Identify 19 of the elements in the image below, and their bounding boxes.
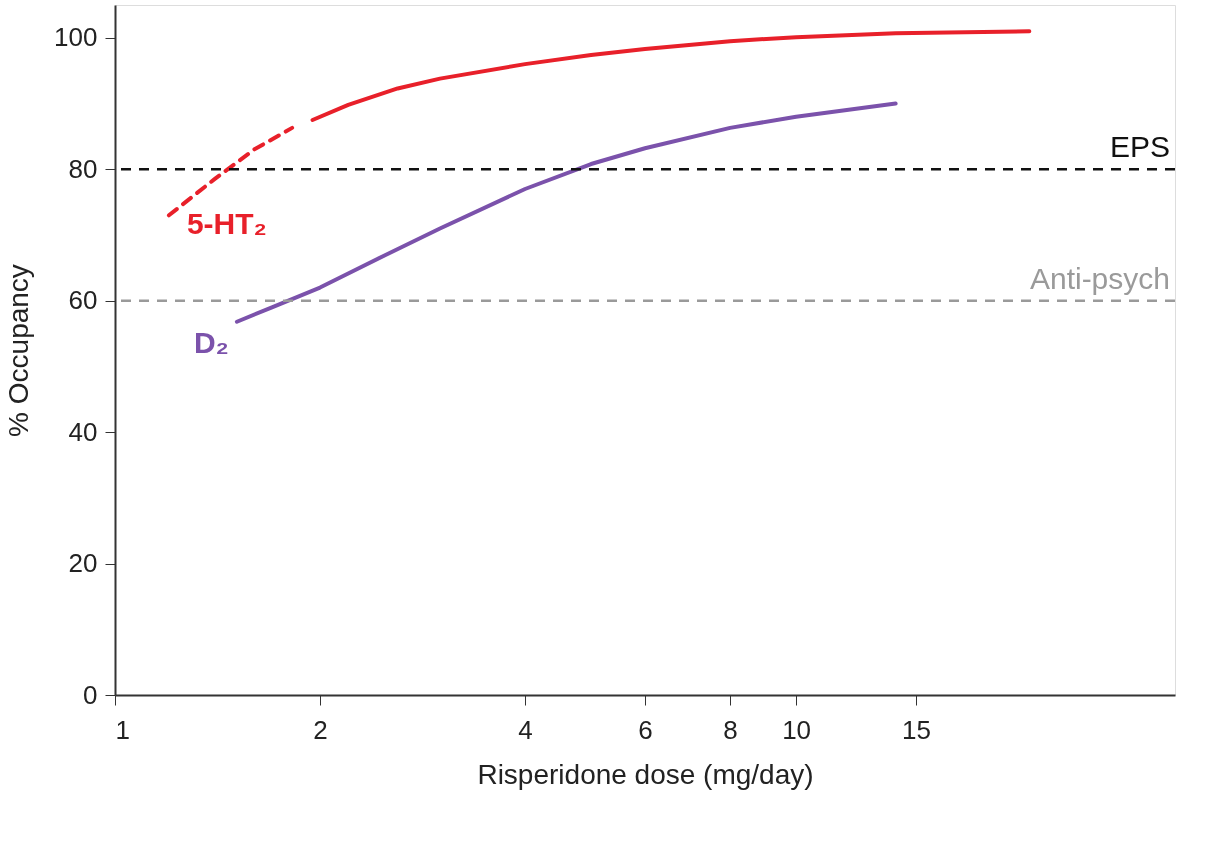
y-tick-label: 20 [68, 548, 98, 579]
y-tick-label: 60 [68, 285, 98, 316]
x-tick-label: 15 [902, 714, 931, 745]
x-tick-label: 4 [518, 714, 533, 745]
y-tick-label: 80 [68, 153, 98, 184]
series-label: 5-HT₂ [186, 207, 267, 241]
x-axis-title: Risperidone dose (mg/day) [477, 758, 814, 790]
y-tick-label: 0 [83, 679, 98, 710]
x-tick-label: 10 [782, 714, 812, 745]
y-tick-label: 40 [68, 416, 98, 447]
x-tick-label: 1 [115, 714, 130, 745]
y-tick-label: 100 [54, 22, 98, 53]
x-tick-label: 2 [313, 714, 328, 745]
series-label: D₂ [193, 325, 229, 359]
y-axis-title: % Occupancy [3, 264, 35, 437]
ref-line-label: EPS [1109, 130, 1170, 164]
x-tick-label: 6 [638, 714, 653, 745]
x-tick-label: 8 [723, 714, 738, 745]
ref-line-label: Anti-psych [1029, 261, 1170, 295]
